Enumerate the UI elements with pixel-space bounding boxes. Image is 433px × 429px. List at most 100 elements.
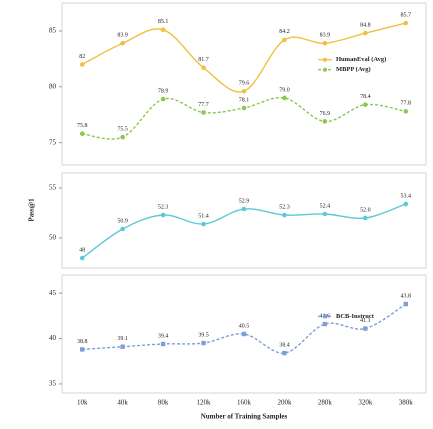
y-axis-title: Pass@1 [28, 198, 36, 222]
x-tick-label: 10k [77, 399, 88, 407]
marker [201, 110, 206, 115]
value-label: 52.3 [158, 204, 169, 210]
value-label: 41.1 [360, 318, 371, 324]
marker [363, 215, 368, 221]
value-label: 78.9 [158, 88, 169, 94]
value-label: 77.8 [401, 101, 412, 107]
y-tick-label: 45 [49, 289, 57, 297]
y-tick-label: 55 [49, 184, 57, 192]
value-label: 77.7 [198, 102, 209, 108]
marker [322, 321, 328, 327]
marker [201, 221, 206, 227]
x-tick-label: 160k [237, 399, 252, 407]
marker [120, 40, 125, 46]
value-label: 38.4 [279, 342, 290, 348]
marker [241, 331, 247, 337]
plot-area [61, 172, 427, 269]
marker [160, 27, 166, 33]
value-label: 85.1 [158, 19, 169, 25]
value-label: 75.8 [77, 123, 88, 129]
marker [282, 350, 287, 356]
marker [79, 255, 85, 261]
legend-label: BCB-Instruct [336, 313, 375, 320]
marker [403, 109, 409, 114]
marker [363, 102, 368, 107]
y-tick-label: 50 [49, 234, 57, 242]
marker [201, 65, 206, 71]
marker [322, 40, 328, 46]
marker [322, 119, 328, 124]
value-label: 76.9 [320, 111, 331, 117]
marker [120, 134, 125, 140]
marker [403, 201, 409, 207]
value-label: 52.0 [360, 207, 371, 213]
x-tick-label: 320k [358, 399, 373, 407]
marker [79, 131, 85, 137]
marker [160, 341, 166, 347]
legend-marker [323, 67, 327, 72]
marker [403, 20, 409, 26]
x-tick-label: 120k [197, 399, 212, 407]
legend-label: MBPP (Avg) [336, 66, 371, 73]
legend-marker [323, 57, 327, 62]
x-axis-title: Number of Training Samples [201, 413, 288, 421]
x-tick-label: 80k [158, 399, 169, 407]
value-label: 38.8 [77, 339, 88, 345]
value-label: 75.5 [117, 126, 128, 132]
y-tick-label: 75 [49, 138, 57, 146]
value-label: 50.9 [117, 218, 128, 224]
value-label: 52.9 [239, 198, 250, 204]
value-label: 79.6 [239, 81, 250, 87]
marker [160, 212, 166, 218]
marker [322, 211, 328, 217]
marker [282, 212, 287, 218]
marker [79, 62, 85, 67]
value-label: 52.3 [279, 204, 290, 210]
y-tick-label: 80 [49, 82, 57, 90]
value-label: 78.4 [360, 94, 371, 100]
value-label: 84.2 [279, 29, 290, 35]
series-line [82, 303, 407, 354]
value-label: 81.7 [198, 57, 209, 63]
legend-marker [323, 314, 327, 319]
value-label: 40.5 [239, 323, 250, 329]
marker [241, 105, 247, 111]
marker [80, 347, 85, 352]
marker [363, 326, 368, 331]
value-label: 85.7 [401, 12, 412, 18]
value-label: 39.1 [117, 336, 128, 342]
marker [363, 30, 368, 36]
value-label: 39.5 [198, 332, 209, 338]
value-label: 83.9 [320, 33, 331, 39]
value-label: 39.4 [158, 333, 169, 339]
x-tick-label: 280k [318, 399, 333, 407]
x-tick-label: 40k [117, 399, 128, 407]
value-label: 84.8 [360, 23, 371, 29]
marker [403, 301, 408, 307]
marker [160, 96, 166, 102]
y-tick-label: 85 [49, 27, 57, 35]
marker [120, 344, 125, 349]
marker [201, 340, 206, 346]
marker [282, 37, 287, 43]
x-tick-label: 380k [399, 399, 414, 407]
marker [241, 88, 247, 94]
marker [282, 95, 287, 101]
value-label: 51.4 [198, 213, 209, 219]
value-label: 43.8 [401, 293, 412, 299]
value-label: 48 [79, 247, 85, 253]
marker [120, 226, 125, 232]
value-label: 83.9 [117, 33, 128, 39]
y-tick-label: 35 [49, 380, 57, 388]
legend-label: HumanEval (Avg) [336, 56, 386, 63]
y-tick-label: 40 [49, 334, 57, 342]
value-label: 82 [79, 54, 85, 60]
value-label: 53.4 [401, 193, 412, 199]
value-label: 78.1 [239, 97, 250, 103]
value-label: 79.0 [279, 87, 290, 93]
x-tick-label: 200k [277, 399, 292, 407]
marker [241, 206, 247, 212]
value-label: 52.4 [320, 203, 331, 209]
